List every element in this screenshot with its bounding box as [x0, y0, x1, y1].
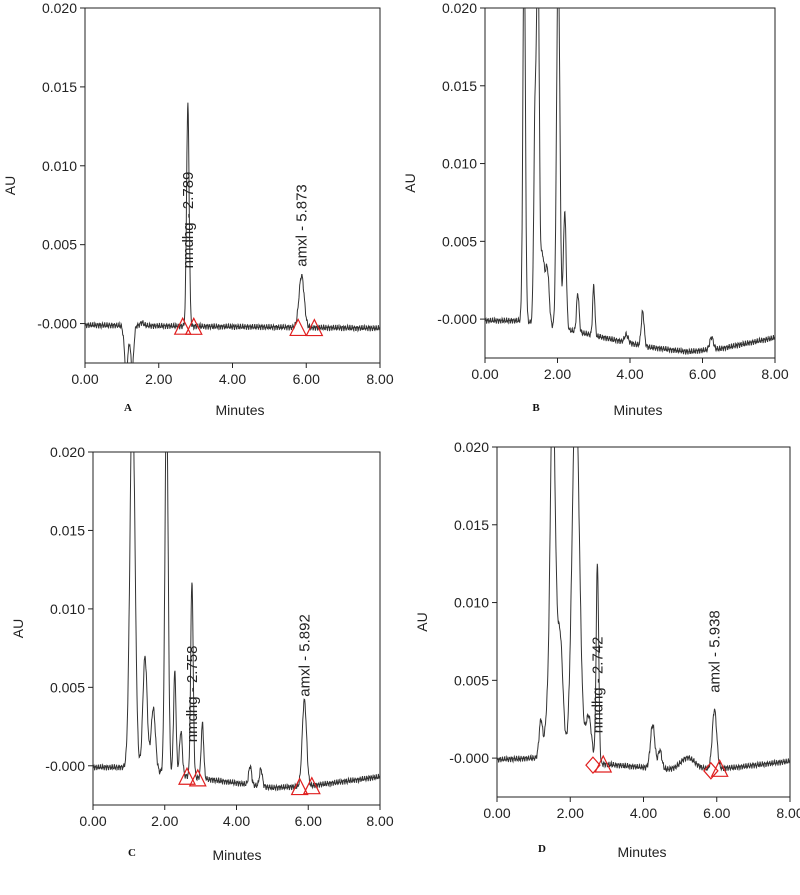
x-tick-label: 8.00 — [366, 371, 393, 387]
chromatogram-trace — [85, 102, 380, 363]
panel-label: B — [532, 402, 540, 414]
x-axis-label: Minutes — [613, 402, 662, 418]
y-tick-label: 0.005 — [50, 679, 85, 695]
y-axis-label: AU — [10, 619, 26, 638]
panel-b: -0.000 0.005 0.010 0.015 0.020 0.00 2.00 4.00 6.… — [402, 0, 789, 418]
x-tick-label: 4.00 — [616, 366, 643, 382]
y-tick-label: 0.020 — [454, 439, 489, 455]
panel-label: D — [538, 843, 546, 855]
integration-marker-triangle — [302, 776, 321, 795]
x-tick-label: 0.00 — [79, 813, 106, 829]
plot-frame — [84, 7, 381, 364]
plot-frame — [484, 7, 776, 359]
integration-marker-triangle — [184, 316, 203, 335]
integration-marker-triangle — [188, 768, 207, 787]
peak-annotation: nmdhg - 2.742 — [589, 636, 606, 733]
x-axis-label: Minutes — [617, 844, 666, 860]
y-tick-label: -0.000 — [37, 316, 77, 332]
y-tick-label: 0.015 — [454, 517, 489, 533]
plot-frame — [496, 446, 791, 798]
panel-c: -0.000 0.005 0.010 0.015 0.020 0.00 2.00 4.00 6.… — [10, 444, 394, 863]
x-tick-label: 6.00 — [293, 371, 320, 387]
x-tick-label: 2.00 — [557, 805, 584, 821]
x-tick-label: 2.00 — [544, 366, 571, 382]
x-axis-label: Minutes — [212, 847, 261, 863]
integration-marker-triangle — [290, 777, 309, 796]
peak-annotation: amxl - 5.873 — [294, 184, 311, 267]
x-tick-label: 0.00 — [483, 805, 510, 821]
x-tick-label: 6.00 — [703, 805, 730, 821]
peak-annotation: amxl - 5.938 — [706, 610, 723, 693]
y-tick-label: 0.005 — [454, 672, 489, 688]
integration-marker-triangle — [594, 754, 613, 773]
integration-marker-diamond — [585, 756, 601, 775]
panel-label: A — [124, 402, 132, 414]
x-tick-label: 8.00 — [366, 813, 393, 829]
x-tick-label: 6.00 — [689, 366, 716, 382]
x-tick-label: 8.00 — [761, 366, 788, 382]
x-tick-label: 6.00 — [295, 813, 322, 829]
y-tick-label: 0.015 — [42, 79, 77, 95]
y-tick-label: 0.010 — [454, 595, 489, 611]
y-tick-label: 0.010 — [50, 601, 85, 617]
peak-annotation: amxl - 5.892 — [296, 614, 313, 697]
y-tick-label: -0.000 — [45, 758, 85, 774]
x-axis-label: Minutes — [215, 402, 264, 418]
y-axis-label: AU — [2, 176, 18, 195]
panel-a: -0.000 0.005 0.010 0.015 0.020 0.00 2.00 4.00 6.… — [2, 0, 394, 418]
x-tick-label: 0.00 — [71, 371, 98, 387]
y-tick-label: 0.020 — [442, 0, 477, 16]
integration-marker-triangle — [710, 758, 729, 777]
chromatogram-trace — [93, 452, 380, 792]
integration-marker-triangle — [289, 318, 308, 337]
y-tick-label: 0.020 — [50, 444, 85, 460]
chromatogram-trace — [485, 8, 775, 355]
integration-marker-triangle — [173, 316, 192, 335]
x-tick-label: 8.00 — [776, 805, 800, 821]
y-axis-label: AU — [414, 612, 430, 631]
y-axis-label: AU — [402, 173, 418, 192]
x-tick-label: 0.00 — [471, 366, 498, 382]
y-tick-label: 0.020 — [42, 0, 77, 16]
x-tick-label: 4.00 — [630, 805, 657, 821]
peak-annotation: nmdhg - 2.758 — [184, 646, 201, 743]
y-tick-label: 0.015 — [442, 78, 477, 94]
y-tick-label: 0.005 — [42, 237, 77, 253]
y-tick-label: -0.000 — [449, 750, 489, 766]
panel-label: C — [128, 847, 136, 859]
x-tick-label: 2.00 — [145, 371, 172, 387]
x-tick-label: 4.00 — [219, 371, 246, 387]
peak-annotation: nmdhg - 2.789 — [180, 172, 197, 269]
y-tick-label: 0.005 — [442, 233, 477, 249]
y-tick-label: 0.015 — [50, 522, 85, 538]
y-tick-label: 0.010 — [442, 156, 477, 172]
integration-marker-triangle — [178, 766, 196, 785]
y-tick-label: -0.000 — [437, 311, 477, 327]
x-tick-label: 4.00 — [223, 813, 250, 829]
x-tick-label: 2.00 — [151, 813, 178, 829]
y-tick-label: 0.010 — [42, 158, 77, 174]
chromatogram-trace — [497, 447, 790, 773]
panel-d: -0.000 0.005 0.010 0.015 0.020 0.00 2.00 4.00 6.… — [414, 439, 800, 860]
integration-marker-triangle — [305, 318, 324, 337]
